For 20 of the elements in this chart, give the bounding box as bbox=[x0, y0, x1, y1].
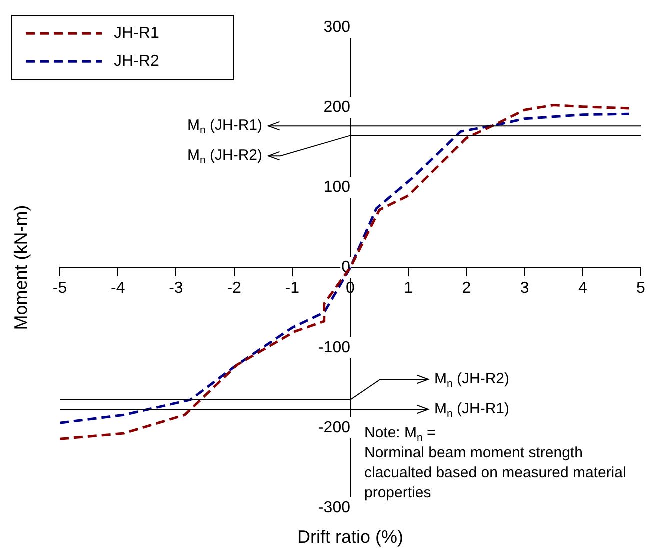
x-tick-label: 5 bbox=[636, 280, 646, 297]
x-tick-label: 4 bbox=[578, 280, 588, 297]
x-tick-label: -2 bbox=[227, 280, 242, 297]
x-tick-label: -1 bbox=[285, 280, 300, 297]
x-axis-title: Drift ratio (%) bbox=[297, 526, 404, 547]
legend-label: JH-R1 bbox=[114, 25, 160, 42]
legend-label: JH-R2 bbox=[114, 53, 160, 70]
y-axis-title: Moment (kN-m) bbox=[10, 205, 31, 330]
y-tick-label: 300 bbox=[324, 19, 351, 36]
y-tick-label: -100 bbox=[318, 339, 351, 356]
x-tick-label: -3 bbox=[169, 280, 184, 297]
y-tick-label: 200 bbox=[324, 99, 351, 116]
x-tick-label: -5 bbox=[52, 280, 68, 297]
y-tick-label: -300 bbox=[318, 499, 351, 516]
x-tick-label: 3 bbox=[520, 280, 530, 297]
y-tick-label: 100 bbox=[324, 179, 351, 196]
x-tick-label: 1 bbox=[404, 280, 414, 297]
x-tick-label: 2 bbox=[462, 280, 472, 297]
x-tick-label: -4 bbox=[110, 280, 126, 297]
y-tick-label: -200 bbox=[318, 419, 351, 436]
